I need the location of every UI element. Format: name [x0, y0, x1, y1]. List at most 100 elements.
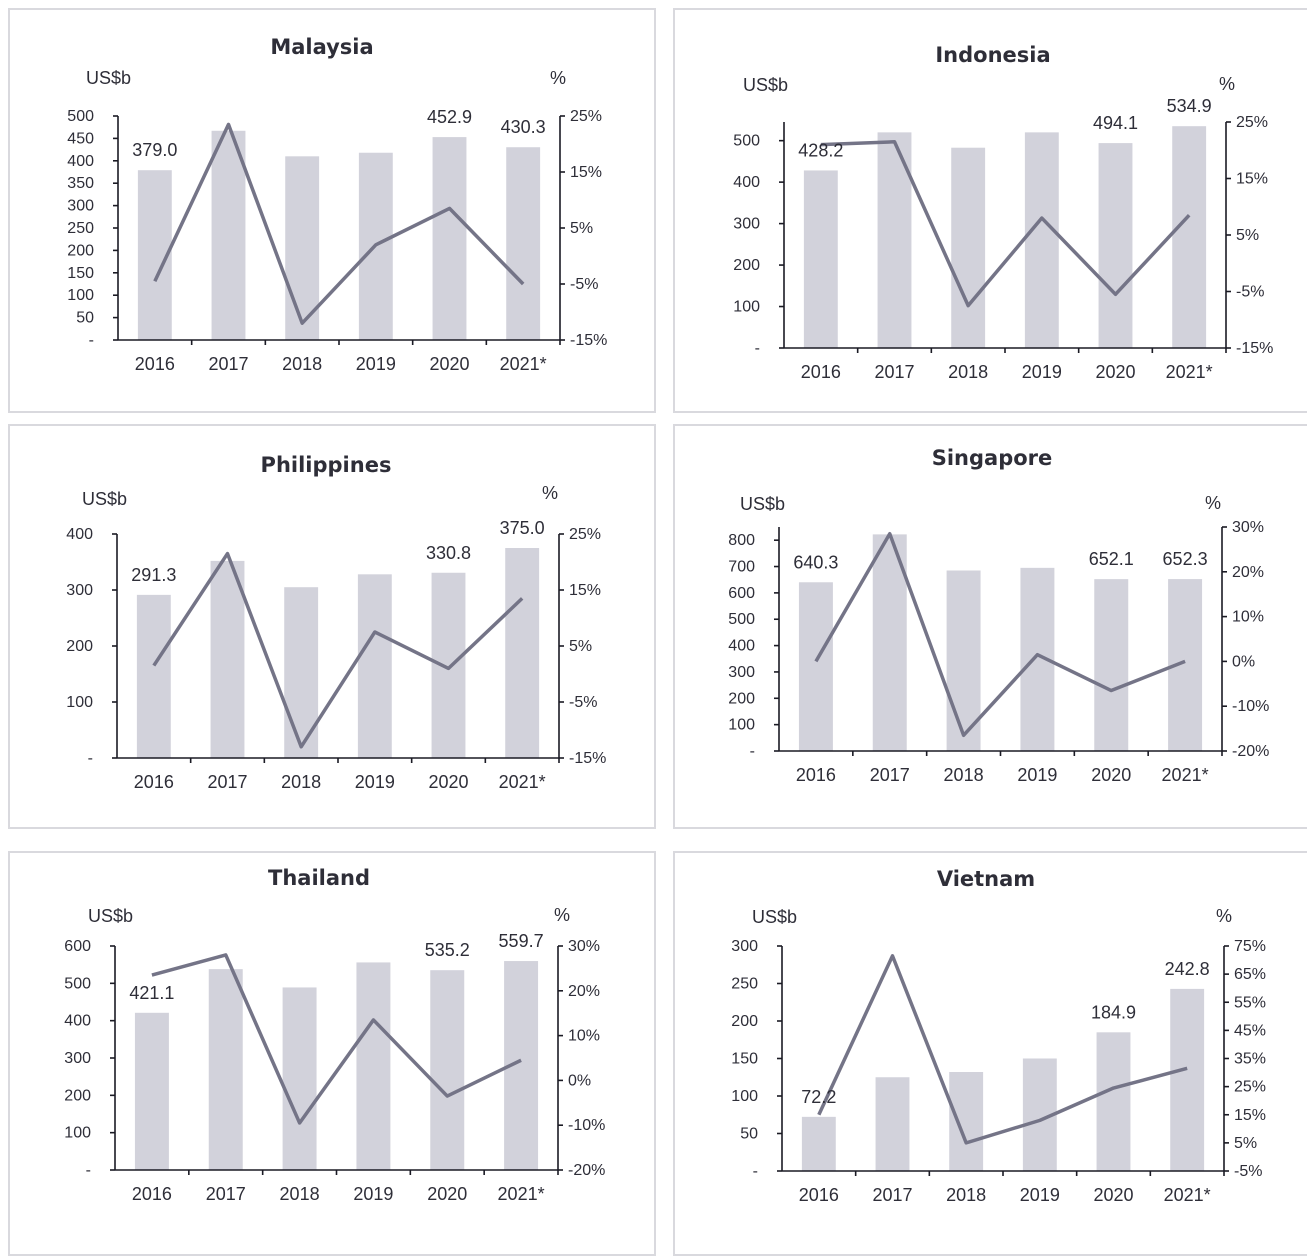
y2-tick-label: 5%	[570, 220, 593, 237]
chart-title: Indonesia	[935, 43, 1050, 67]
y-tick-label: 200	[731, 1013, 758, 1030]
y2-tick-label: 10%	[568, 1028, 600, 1045]
y-tick-label: 300	[64, 1050, 91, 1067]
y2-axis-unit-label: %	[554, 905, 570, 925]
x-tick-label: 2019	[1020, 1185, 1060, 1205]
x-tick-label: 2018	[282, 354, 322, 374]
data-label: 430.3	[501, 117, 546, 137]
y2-tick-label: 10%	[1232, 609, 1264, 626]
data-label: 330.8	[426, 543, 471, 563]
growth-line	[817, 954, 1188, 1145]
y-tick-label: 400	[728, 638, 755, 655]
bar-2016	[803, 170, 838, 348]
data-label: 72.2	[801, 1087, 836, 1107]
bar-2021	[505, 548, 540, 758]
data-label: 452.9	[427, 107, 472, 127]
y-tick-label: 800	[728, 532, 755, 549]
y-tick-label: 50	[740, 1126, 758, 1143]
y2-tick-label: 25%	[1236, 114, 1268, 131]
y-tick-label: 150	[67, 265, 94, 282]
y2-tick-label: 15%	[1234, 1107, 1266, 1124]
y2-tick-label: -5%	[569, 694, 597, 711]
bar-2020	[432, 137, 467, 340]
chart-title: Singapore	[932, 446, 1053, 470]
bar-2016	[134, 1012, 169, 1170]
y-tick-label: 400	[733, 174, 760, 191]
y2-tick-label: 25%	[570, 108, 602, 125]
x-tick-label: 2017	[872, 1185, 912, 1205]
y2-axis-unit-label: %	[1219, 74, 1235, 94]
y-tick-label: 600	[64, 938, 91, 955]
data-label: 421.1	[129, 983, 174, 1003]
chart-svg: Indonesia US$b % - 100 200 300 400 500 -15% -5% 5% 1…	[733, 43, 1273, 382]
y2-tick-label: 0%	[568, 1072, 591, 1089]
y2-tick-label: 30%	[1232, 519, 1264, 536]
x-tick-label: 2018	[281, 772, 321, 792]
y2-tick-label: 5%	[1234, 1135, 1257, 1152]
y2-axis-unit-label: %	[542, 483, 558, 503]
growth-line	[151, 953, 522, 1125]
y2-axis-unit-label: %	[550, 68, 566, 88]
y2-tick-label: -15%	[569, 750, 606, 767]
y2-tick-label: -5%	[1236, 284, 1264, 301]
y-tick-label: 150	[731, 1051, 758, 1068]
y2-tick-label: 20%	[568, 983, 600, 1000]
x-tick-label: 2021*	[1164, 1185, 1211, 1205]
y-tick-label: 50	[76, 310, 94, 327]
chart-title: Philippines	[261, 453, 392, 477]
x-tick-label: 2018	[948, 362, 988, 382]
y2-tick-label: -10%	[1232, 698, 1269, 715]
bar-2021	[1170, 988, 1205, 1171]
y-tick-label: 700	[728, 559, 755, 576]
y2-tick-label: -20%	[568, 1162, 605, 1179]
bar-2016	[798, 582, 833, 751]
bar-2017	[210, 560, 245, 758]
y-tick-label: 400	[64, 1013, 91, 1030]
y-tick-label: 250	[67, 220, 94, 237]
data-label: 534.9	[1167, 96, 1212, 116]
x-tick-label: 2020	[1095, 362, 1135, 382]
bar-2017	[875, 1077, 910, 1171]
bar-2017	[208, 969, 243, 1170]
y2-tick-label: 20%	[1232, 564, 1264, 581]
bar-2018	[284, 587, 319, 758]
y-tick-label: 200	[733, 257, 760, 274]
y2-tick-label: -15%	[570, 332, 607, 349]
y-tick-label: 300	[731, 938, 758, 955]
y-axis-unit-label: US$b	[743, 75, 788, 95]
data-label: 559.7	[499, 931, 544, 951]
y-tick-label: -	[755, 340, 760, 357]
bar-2018	[949, 1072, 984, 1171]
data-label: 375.0	[500, 518, 545, 538]
bar-2017	[211, 130, 246, 340]
x-tick-label: 2016	[132, 1184, 172, 1204]
x-tick-label: 2019	[1017, 765, 1057, 785]
data-label: 184.9	[1091, 1002, 1136, 1022]
x-tick-label: 2020	[1093, 1185, 1133, 1205]
x-tick-label: 2018	[944, 765, 984, 785]
x-tick-label: 2020	[429, 354, 469, 374]
bar-2020	[1096, 1032, 1131, 1171]
bar-2016	[801, 1116, 836, 1171]
y-tick-label: -	[89, 332, 94, 349]
y2-tick-label: -20%	[1232, 743, 1269, 760]
y-axis-unit-label: US$b	[86, 68, 131, 88]
bar-2020	[1094, 579, 1129, 751]
x-tick-label: 2016	[799, 1185, 839, 1205]
y2-tick-label: -10%	[568, 1117, 605, 1134]
y-tick-label: 500	[728, 611, 755, 628]
x-tick-label: 2018	[946, 1185, 986, 1205]
y2-tick-label: 0%	[1232, 653, 1255, 670]
bar-2019	[1024, 132, 1059, 348]
chart-panel-malaysia: Malaysia US$b% - 50 100 150 200 250 300 350 400 450…	[8, 8, 656, 413]
x-tick-label: 2016	[801, 362, 841, 382]
bar-2019	[357, 574, 392, 758]
x-tick-label: 2016	[134, 772, 174, 792]
x-tick-label: 2018	[280, 1184, 320, 1204]
y2-tick-label: 15%	[569, 582, 601, 599]
bar-2018	[951, 147, 986, 348]
data-label: 652.1	[1089, 549, 1134, 569]
y-tick-label: -	[86, 1162, 91, 1179]
y2-tick-label: 30%	[568, 938, 600, 955]
x-tick-label: 2019	[353, 1184, 393, 1204]
